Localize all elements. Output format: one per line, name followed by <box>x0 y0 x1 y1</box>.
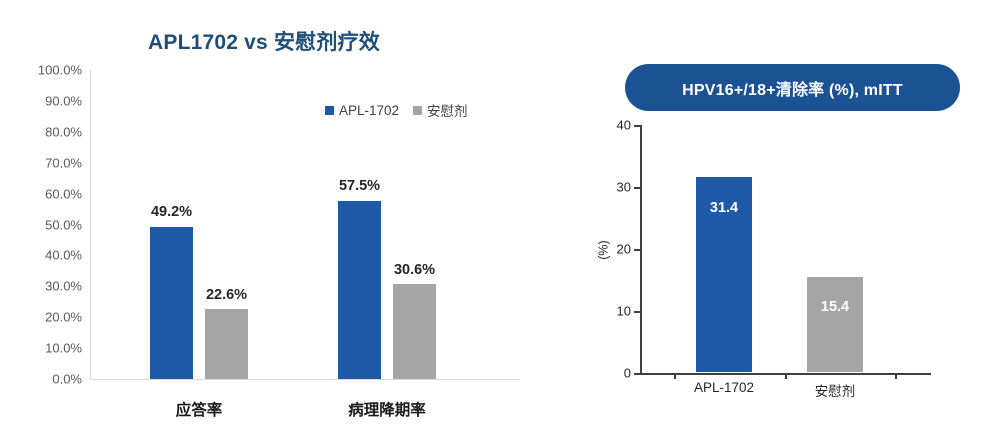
legend-item-apl1702: APL-1702 <box>325 103 399 118</box>
left-y-tick-90: 90.0% <box>45 93 82 109</box>
legend-label-placebo: 安慰剂 <box>427 104 468 119</box>
left-chart-y-axis-line <box>90 70 91 380</box>
right-y-tick-20: 20 <box>616 241 631 257</box>
right-y-tick-30: 30 <box>616 179 631 195</box>
left-y-tick-100: 100.0% <box>37 62 82 78</box>
right-chart-y-axis-label: (%) <box>596 240 611 260</box>
bar-value-hpv-placebo: 15.4 <box>820 299 850 315</box>
right-y-tickmark-40 <box>634 125 640 127</box>
bar-label-pathology-apl1702: 57.5% <box>338 178 381 194</box>
bar-value-hpv-apl1702: 31.4 <box>709 200 739 216</box>
legend-swatch-blue-icon <box>325 105 334 115</box>
bar-hpv-clearance-apl1702 <box>696 177 752 372</box>
right-chart-plot-area: (%) 40 30 20 10 0 31.4 15.4 <box>597 118 931 381</box>
right-x-category-apl1702: APL-1702 <box>693 380 755 395</box>
left-chart-panel: APL1702 vs 安慰剂疗效 APL-1702 安慰剂 100.0% 90.… <box>38 31 520 419</box>
bar-label-pathology-placebo: 30.6% <box>393 261 436 278</box>
bar-label-response-placebo: 22.6% <box>205 286 248 303</box>
left-y-tick-50: 50.0% <box>45 217 82 232</box>
right-x-tickmark-center <box>785 373 787 379</box>
left-y-tick-10: 10.0% <box>45 340 82 356</box>
left-chart-x-axis-line <box>90 379 520 380</box>
left-x-category-pathology: 病理降期率 <box>348 402 426 419</box>
left-chart-title: APL1702 vs 安慰剂疗效 <box>148 31 380 54</box>
bar-response-apl1702 <box>150 226 193 379</box>
legend-swatch-gray-icon <box>413 105 423 115</box>
bar-pathology-placebo <box>393 284 436 379</box>
right-chart-title-banner: HPV16+/18+清除率 (%), mITT <box>625 64 960 111</box>
bar-response-placebo <box>205 309 248 379</box>
right-x-category-placebo: 安慰剂 <box>814 384 856 399</box>
right-y-tick-40: 40 <box>616 117 631 133</box>
right-x-tickmark-right <box>895 373 897 379</box>
left-y-tick-70: 70.0% <box>45 155 82 171</box>
right-y-tickmark-20 <box>634 249 640 251</box>
left-y-tick-60: 60.0% <box>45 186 82 202</box>
left-y-tick-40: 40.0% <box>45 247 82 263</box>
bar-pathology-apl1702 <box>338 200 381 379</box>
bar-hpv-clearance-placebo <box>807 276 863 372</box>
left-y-tick-0: 0.0% <box>52 371 82 387</box>
right-x-tickmark-left <box>674 373 676 379</box>
right-y-tick-0: 0 <box>623 365 631 381</box>
left-y-tick-30: 30.0% <box>45 278 82 294</box>
right-chart-panel: HPV16+/18+清除率 (%), mITT (%) 40 30 20 10 … <box>585 0 1000 435</box>
right-chart-y-axis-line <box>640 125 642 374</box>
right-y-tickmark-0 <box>634 373 640 375</box>
left-chart-plot-area: 100.0% 90.0% 80.0% 70.0% 60.0% 50.0% 40.… <box>38 63 520 387</box>
legend-item-placebo: 安慰剂 <box>413 100 468 120</box>
left-y-tick-80: 80.0% <box>45 124 82 140</box>
left-x-category-response: 应答率 <box>175 402 223 419</box>
bar-label-response-apl1702: 49.2% <box>150 204 193 220</box>
left-chart-legend: APL-1702 安慰剂 <box>325 100 468 120</box>
legend-label-apl1702: APL-1702 <box>339 102 400 118</box>
right-y-tickmark-10 <box>634 311 640 313</box>
right-y-tickmark-30 <box>634 187 640 189</box>
left-y-tick-20: 20.0% <box>45 309 82 325</box>
right-y-tick-10: 10 <box>616 303 631 319</box>
